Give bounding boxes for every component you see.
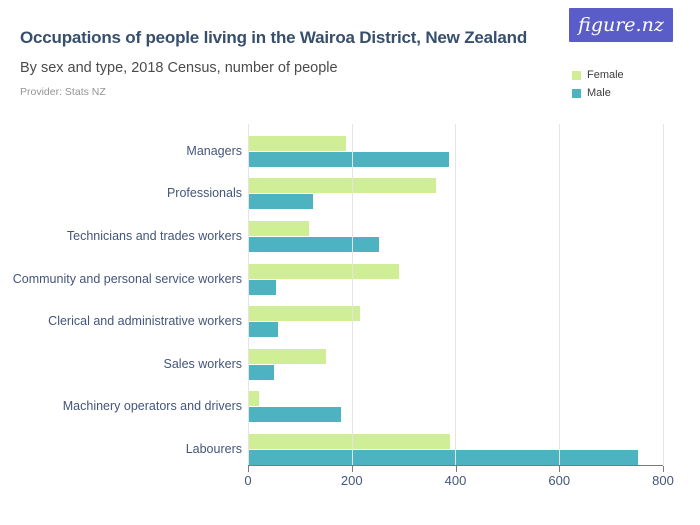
plot-area xyxy=(248,124,674,465)
bar-male-community-and-personal-service-workers xyxy=(248,279,276,295)
chart-subtitle: By sex and type, 2018 Census, number of … xyxy=(20,60,338,76)
bar-group-community-and-personal-service-workers xyxy=(248,252,674,295)
bar-group-professionals xyxy=(248,167,674,210)
category-label-row-professionals: Professionals xyxy=(0,167,242,210)
xtick-400 xyxy=(455,466,457,472)
category-label-row-clerical-and-administrative-workers: Clerical and administrative workers xyxy=(0,295,242,338)
bar-male-professionals xyxy=(248,194,314,210)
bar-group-clerical-and-administrative-workers xyxy=(248,295,674,338)
male-swatch-icon xyxy=(572,88,581,98)
xtick-label-200: 200 xyxy=(340,473,363,488)
xtick-label-600: 600 xyxy=(548,473,571,488)
legend-item-male: Male xyxy=(572,87,624,99)
category-label-sales-workers: Sales workers xyxy=(163,356,243,371)
category-label-community-and-personal-service-workers: Community and personal service workers xyxy=(12,271,242,286)
bar-female-managers xyxy=(248,135,346,151)
female-swatch-icon xyxy=(572,70,581,80)
bar-female-sales-workers xyxy=(248,348,326,364)
category-label-labourers: Labourers xyxy=(185,442,242,456)
xtick-label-0: 0 xyxy=(244,473,252,488)
page-title: Occupations of people living in the Wair… xyxy=(20,28,528,47)
figurenz-logo[interactable]: figure.nz xyxy=(569,8,673,42)
category-label-professionals: Professionals xyxy=(166,186,242,201)
category-label-clerical-and-administrative-workers: Clerical and administrative workers xyxy=(48,314,242,329)
category-label-row-labourers: Labourers xyxy=(0,422,242,465)
bar-male-clerical-and-administrative-workers xyxy=(248,322,278,338)
xtick-label-800: 800 xyxy=(652,473,674,488)
bar-male-labourers xyxy=(248,450,639,465)
bar-group-sales-workers xyxy=(248,337,674,380)
category-label-row-technicians-and-trades-workers: Technicians and trades workers xyxy=(0,209,242,252)
bar-male-sales-workers xyxy=(248,364,275,380)
bar-group-labourers xyxy=(248,422,674,465)
category-label-row-community-and-personal-service-workers: Community and personal service workers xyxy=(0,252,242,295)
category-label-row-sales-workers: Sales workers xyxy=(0,337,243,380)
legend-label-female: Female xyxy=(587,69,624,81)
gridline-800 xyxy=(662,124,664,465)
provider-note: Provider: Stats NZ xyxy=(20,86,106,98)
category-label-row-managers: Managers xyxy=(0,124,242,167)
category-label-technicians-and-trades-workers: Technicians and trades workers xyxy=(66,228,242,243)
gridline-400 xyxy=(455,124,457,465)
legend-label-male: Male xyxy=(587,87,611,99)
xtick-0 xyxy=(248,466,249,472)
legend: Female Male xyxy=(572,69,624,99)
category-label-managers: Managers xyxy=(186,143,242,158)
bar-female-clerical-and-administrative-workers xyxy=(248,306,360,322)
bar-group-technicians-and-trades-workers xyxy=(248,209,674,252)
bar-male-machinery-operators-and-drivers xyxy=(248,407,342,423)
xtick-800 xyxy=(663,466,664,472)
category-label-row-machinery-operators-and-drivers: Machinery operators and drivers xyxy=(0,380,242,423)
category-axis: Managers Professionals Technicians and tra… xyxy=(0,124,242,465)
gridline-0 xyxy=(248,124,249,465)
bar-female-labourers xyxy=(248,434,451,449)
bar-female-community-and-personal-service-workers xyxy=(248,263,399,279)
xtick-label-400: 400 xyxy=(444,473,467,488)
value-axis: 0 200 400 600 800 xyxy=(244,465,674,488)
bar-group-machinery-operators-and-drivers xyxy=(248,380,674,423)
bar-group-managers xyxy=(248,124,674,167)
gridline-600 xyxy=(558,124,560,465)
xtick-200 xyxy=(351,466,353,472)
xtick-600 xyxy=(559,466,561,472)
bar-male-managers xyxy=(248,151,449,167)
bar-female-technicians-and-trades-workers xyxy=(248,220,309,236)
bar-female-machinery-operators-and-drivers xyxy=(248,391,259,407)
bar-female-professionals xyxy=(248,178,437,194)
bar-rows xyxy=(248,124,674,465)
figurenz-logo-text: figure.nz xyxy=(578,14,664,36)
legend-item-female: Female xyxy=(572,69,624,81)
bar-male-technicians-and-trades-workers xyxy=(248,236,379,252)
category-label-machinery-operators-and-drivers: Machinery operators and drivers xyxy=(62,399,242,414)
gridline-200 xyxy=(351,124,353,465)
